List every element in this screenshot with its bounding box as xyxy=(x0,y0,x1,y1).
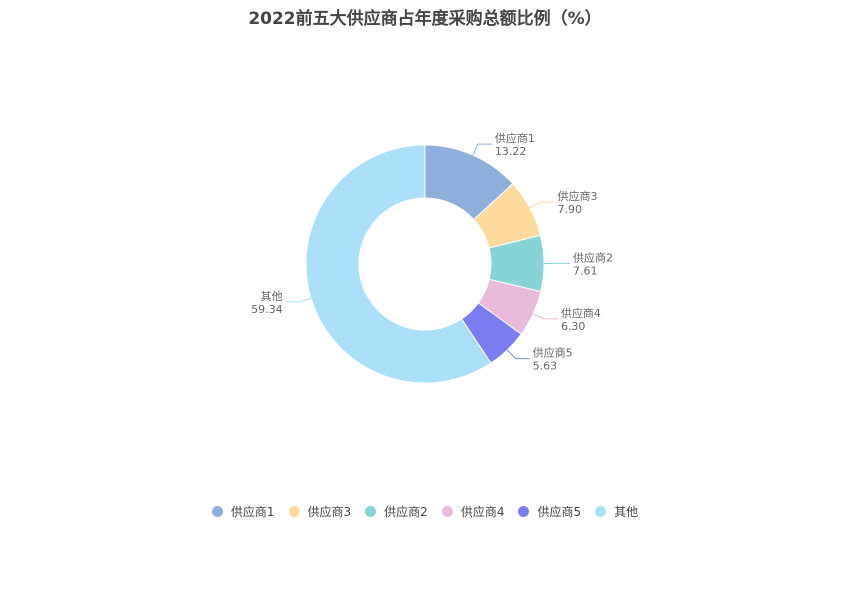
legend-item-供应商3[interactable]: 供应商3 xyxy=(288,503,352,520)
slice-value: 13.22 xyxy=(495,145,527,158)
chart-legend: 供应商1 供应商3 供应商2 供应商4 供应商5 其他 xyxy=(0,503,850,520)
legend-marker xyxy=(595,506,607,517)
leader-line-供应商4 xyxy=(532,313,558,320)
leader-line-供应商3 xyxy=(529,201,555,209)
slice-label: 供应商5 xyxy=(533,346,573,360)
slice-value: 59.34 xyxy=(251,303,283,316)
legend-item-其他[interactable]: 其他 xyxy=(595,503,638,520)
legend-label: 供应商1 xyxy=(230,505,275,519)
legend-label: 供应商4 xyxy=(460,505,505,519)
slice-label: 其他 xyxy=(261,290,283,303)
legend-label: 供应商3 xyxy=(307,505,352,519)
leader-line-其他 xyxy=(285,297,312,303)
slice-value: 5.63 xyxy=(533,360,558,373)
legend-item-供应商5[interactable]: 供应商5 xyxy=(518,503,581,520)
slice-其他[interactable] xyxy=(305,144,492,384)
slice-value: 7.90 xyxy=(557,203,582,216)
legend-label: 供应商2 xyxy=(384,505,428,519)
leader-line-供应商1 xyxy=(472,143,492,156)
legend-marker xyxy=(365,506,377,517)
legend-item-供应商2[interactable]: 供应商2 xyxy=(365,503,428,520)
legend-marker xyxy=(211,506,223,517)
legend-marker xyxy=(288,506,300,517)
legend-marker xyxy=(441,506,453,517)
legend-item-供应商1[interactable]: 供应商1 xyxy=(211,503,275,520)
slice-label: 供应商3 xyxy=(557,189,597,203)
legend-marker xyxy=(518,506,530,517)
legend-item-供应商4[interactable]: 供应商4 xyxy=(441,503,505,520)
slice-value: 6.30 xyxy=(561,320,586,333)
chart-title: 2022前五大供应商占年度采购总额比例（%） xyxy=(248,9,602,29)
legend-label: 供应商5 xyxy=(537,505,582,519)
legend-label: 其他 xyxy=(614,505,639,519)
slice-label: 供应商4 xyxy=(561,306,601,320)
leader-line-供应商5 xyxy=(506,349,530,360)
slice-value: 7.61 xyxy=(573,264,598,277)
slice-label: 供应商2 xyxy=(573,250,613,264)
slice-label: 供应商1 xyxy=(495,131,535,145)
